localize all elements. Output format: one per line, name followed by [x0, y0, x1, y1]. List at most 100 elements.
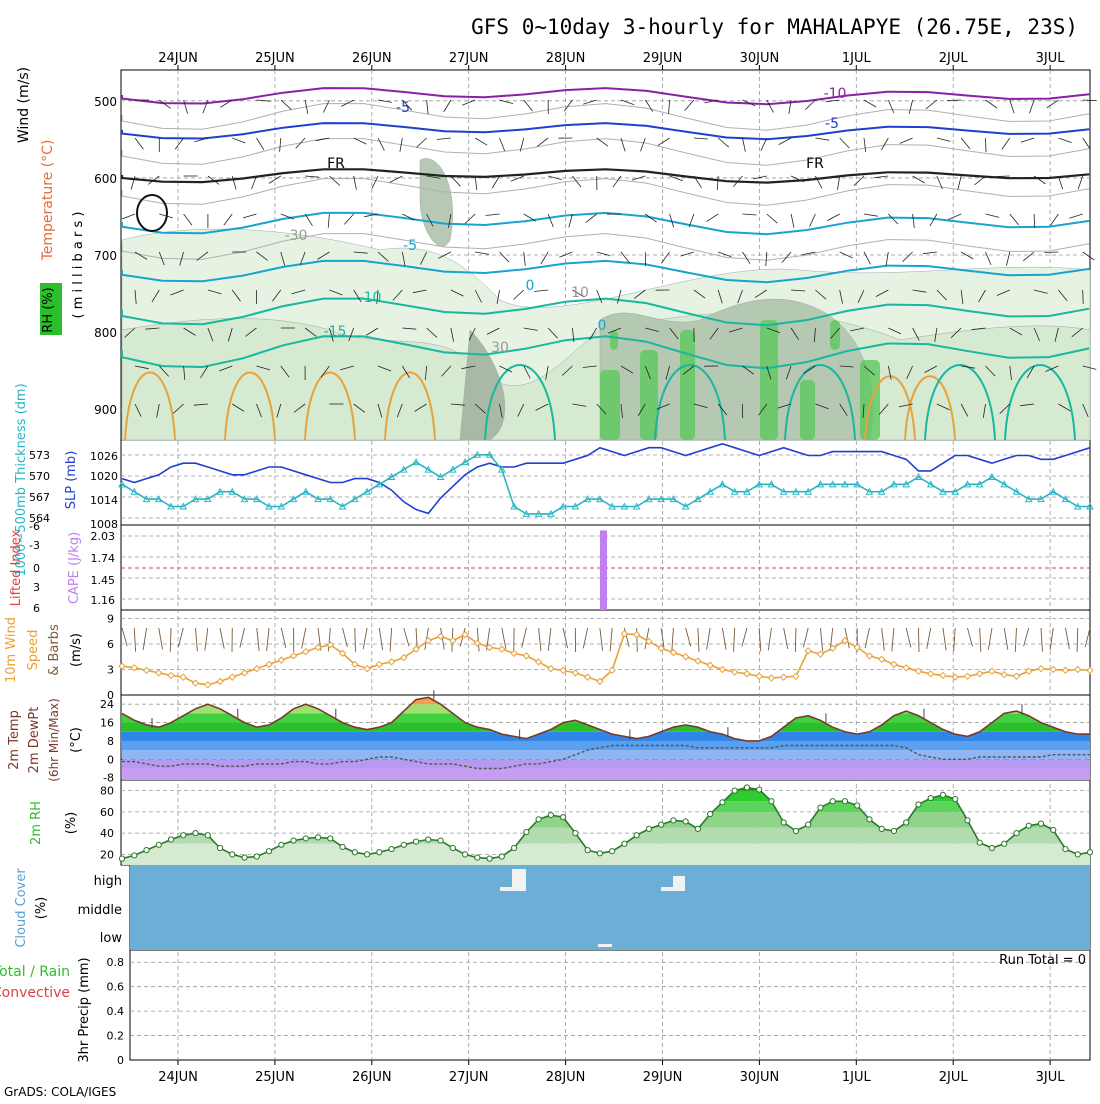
cape-bar: [600, 530, 607, 610]
date-label-bottom: 25JUN: [255, 1070, 295, 1085]
contour-label: 30: [491, 340, 509, 356]
rh-band-3: [121, 801, 1090, 812]
wind10-barb: [220, 628, 224, 649]
precip-tick: 0.8: [107, 956, 125, 969]
wind10-point: [695, 658, 701, 664]
temp-band-7: [121, 704, 1090, 713]
temp-contour--10: [122, 88, 1089, 104]
wind10-point: [450, 638, 456, 644]
cape-tick: 1.16: [91, 594, 116, 607]
rh-tick: 60: [100, 806, 114, 819]
cloud-ylabel-2: (%): [34, 897, 49, 920]
wind10-barb: [698, 628, 699, 652]
wind10-barb: [355, 628, 356, 652]
wind10-point: [156, 670, 162, 676]
rh2m-point: [928, 795, 933, 800]
rh2m-point: [512, 845, 517, 850]
cape-ylabel: CAPE (J/kg): [67, 532, 82, 604]
panel-frame-thk: [121, 440, 1090, 525]
contour-label: FR: [327, 156, 345, 172]
rh2m-point: [1038, 821, 1043, 826]
rh-tick: 20: [100, 848, 114, 861]
temp-tick: 8: [107, 735, 114, 748]
upper-wind-barb: [524, 252, 526, 266]
upper-wind-barb: [514, 290, 524, 300]
rh2m-point: [168, 837, 173, 842]
upper-wind-barb: [1044, 252, 1058, 253]
rh-green-7: [830, 320, 840, 350]
rh2m-point: [193, 831, 198, 836]
wind-tick: 9: [107, 613, 114, 626]
upper-wind-barb: [329, 176, 339, 185]
wind10-barb: [1077, 628, 1078, 652]
pressure-tick: 700: [94, 249, 117, 263]
upper-wind-barb: [937, 138, 951, 141]
temp-tick: -8: [103, 772, 114, 785]
slp-tick: 1020: [90, 470, 118, 483]
li-tick: -3: [29, 539, 40, 552]
wind10-barb: [583, 628, 587, 648]
rh2m-point: [695, 826, 700, 831]
rh2m-point: [585, 848, 590, 853]
rh-band-0: [121, 844, 1090, 865]
upper-wind-barb: [947, 100, 961, 101]
wind10-point: [193, 680, 199, 686]
wind10-barb: [600, 628, 603, 651]
contour-label: -15: [324, 324, 347, 340]
wind10-barb: [404, 628, 409, 646]
rh2m-point: [119, 856, 124, 861]
cape-tick: 1.45: [91, 574, 116, 587]
grey-contour-0: [122, 104, 1089, 131]
wind10-point: [217, 678, 223, 684]
pressure-tick: 900: [94, 403, 117, 417]
rh2m-point: [879, 826, 884, 831]
wind10-point: [229, 674, 235, 680]
wind10-barb: [240, 628, 245, 648]
wind10-point: [707, 662, 713, 668]
rh2m-point: [769, 799, 774, 804]
upper-wind-barb: [827, 214, 839, 221]
cloud-gap-2: [500, 887, 514, 891]
temp-ylabel-2: 2m DewPt: [27, 707, 42, 774]
cape-tick: 1.74: [91, 552, 116, 565]
contour-label: FR: [806, 156, 824, 172]
contour-label: 10: [571, 285, 589, 301]
wind10-point: [180, 674, 186, 680]
upper-wind-barb: [681, 252, 694, 256]
wind10-point: [523, 653, 529, 659]
upper-wind-barb: [1030, 100, 1035, 113]
wind10-barb: [302, 628, 306, 649]
li-ylabel: Lifted Index: [9, 529, 24, 606]
wind10-barb: [610, 628, 612, 651]
upper-wind-barb: [810, 214, 816, 227]
upper-wind-barb: [475, 138, 487, 145]
wind10-barb: [170, 628, 171, 652]
rh-tick: 40: [100, 827, 114, 840]
wind10-point: [1001, 672, 1007, 678]
contour-label: -5: [825, 116, 839, 132]
date-label-top: 2JUL: [939, 51, 969, 66]
cloud-level: middle: [78, 903, 122, 918]
upper-wind-barb: [903, 252, 913, 262]
upper-wind-barb: [1083, 100, 1097, 101]
date-label-top: 28JUN: [546, 51, 586, 66]
date-label-bottom: 24JUN: [158, 1070, 198, 1085]
upper-wind-barb: [685, 100, 694, 111]
precip-ylabel-3: 3hr Precip (mm): [77, 957, 92, 1062]
upper-wind-barb: [257, 138, 264, 150]
date-label-top: 3JUL: [1036, 51, 1066, 66]
cape-tick: 2.03: [91, 530, 116, 543]
rh2m-point: [659, 822, 664, 827]
date-label-bottom: 27JUN: [449, 1070, 489, 1085]
wind10-point: [278, 657, 284, 663]
wind10-point: [119, 663, 125, 669]
upper-wind-barb: [881, 138, 888, 150]
cloud-gap-1: [512, 869, 526, 891]
wind10-point: [634, 632, 640, 638]
wind10-point: [756, 673, 762, 679]
upper-wind-barb: [961, 138, 970, 149]
temp-band-2: [121, 750, 1090, 759]
wind-ylabel-2: Speed: [26, 630, 41, 671]
date-label-top: 25JUN: [255, 51, 295, 66]
